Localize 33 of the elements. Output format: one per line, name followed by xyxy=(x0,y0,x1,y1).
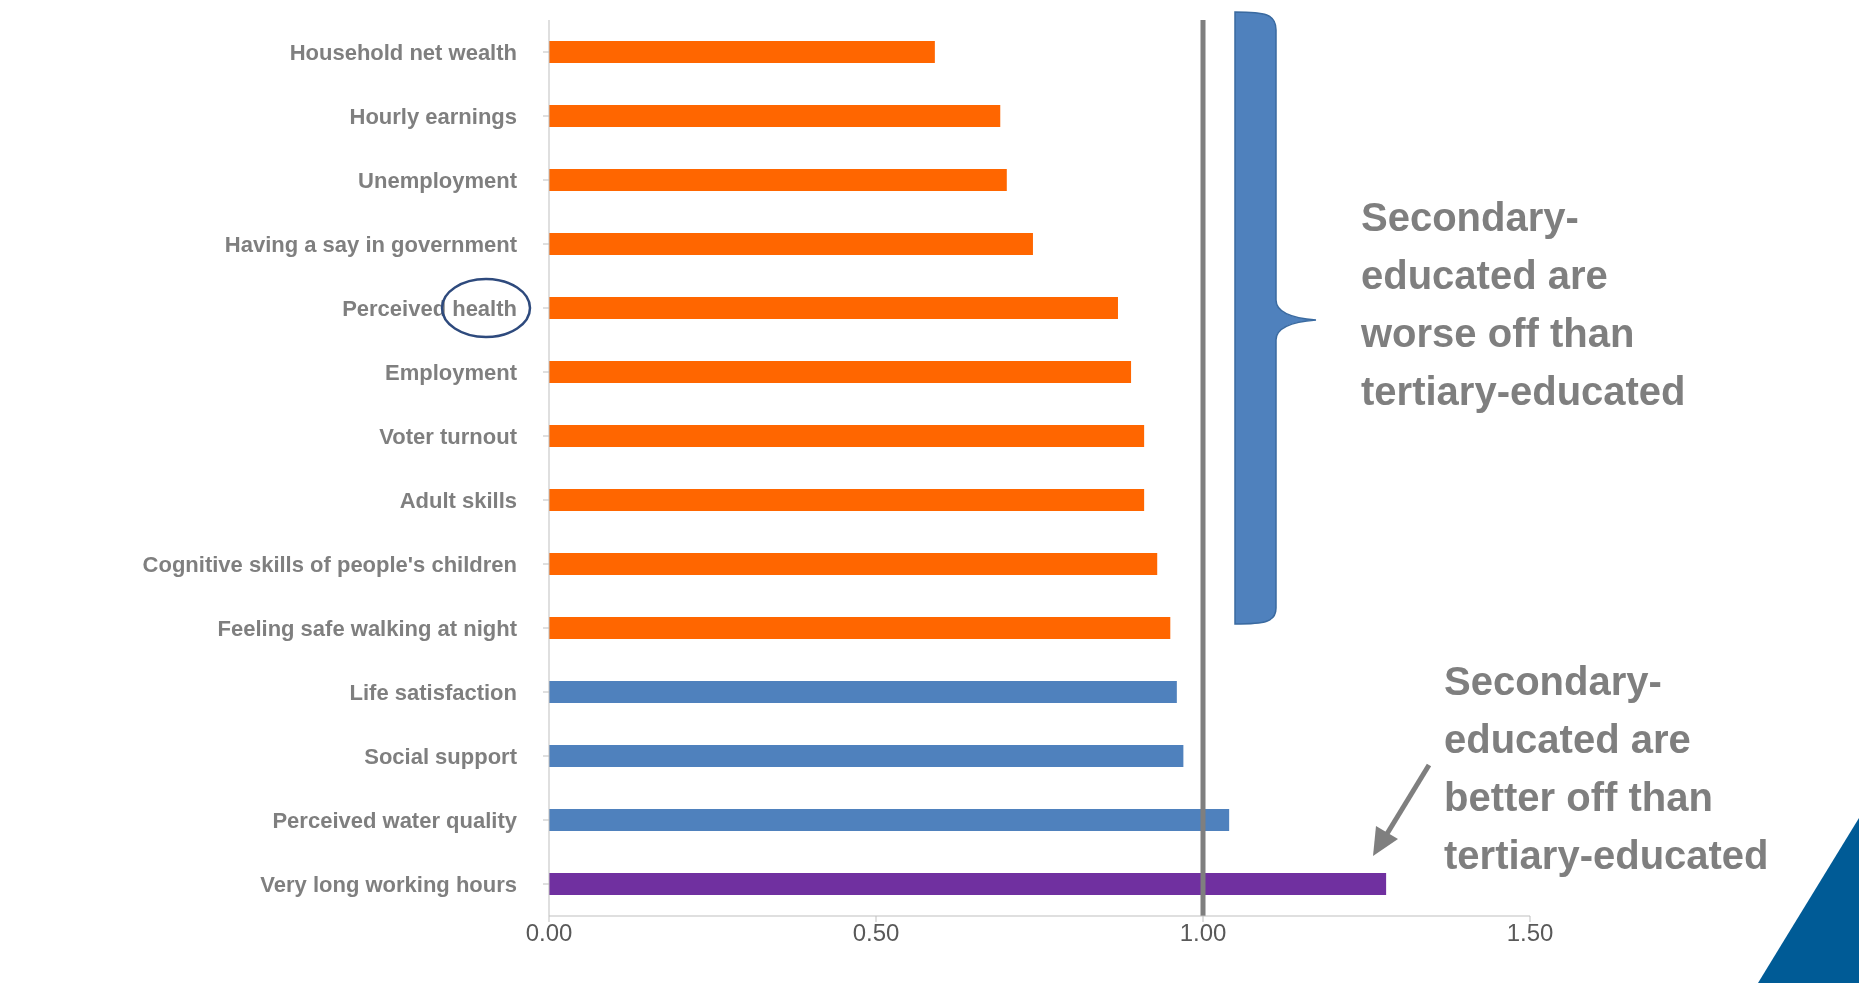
y-tick-label: Household net wealth xyxy=(289,39,517,65)
bar xyxy=(549,489,1145,511)
annotation: Secondary-educated are worse off than tertiary-educated xyxy=(1361,194,1687,415)
y-tick-label: Having a say in government xyxy=(224,231,518,257)
y-tick-label: Social support xyxy=(364,743,518,769)
y-tick-label: Hourly earnings xyxy=(349,103,517,129)
bar xyxy=(549,809,1230,831)
x-tick-label: 1.00 xyxy=(1179,919,1227,947)
y-tick-label: Life satisfaction xyxy=(349,679,517,705)
y-tick-label: Voter turnout xyxy=(379,423,518,449)
bar xyxy=(549,553,1158,575)
y-tick-label: Unemployment xyxy=(358,167,518,193)
bar xyxy=(549,617,1171,639)
bar xyxy=(549,361,1132,383)
y-tick-label: Cognitive skills of people's children xyxy=(142,551,517,577)
annotation: Secondary-educated are better off than tertiary-educated xyxy=(1444,658,1770,879)
bar xyxy=(549,105,1001,127)
x-tick-label: 0.00 xyxy=(525,919,573,947)
bar xyxy=(549,873,1387,895)
bar xyxy=(549,425,1145,447)
bar xyxy=(549,233,1033,255)
y-tick-label: Feeling safe walking at night xyxy=(217,615,518,641)
bar xyxy=(549,169,1007,191)
bar xyxy=(549,297,1118,319)
bar xyxy=(549,745,1184,767)
y-tick-label: Employment xyxy=(384,359,518,385)
x-tick-label: 1.50 xyxy=(1506,919,1554,947)
y-tick-label: Adult skills xyxy=(399,487,517,513)
bar xyxy=(549,41,935,63)
x-tick-label: 0.50 xyxy=(852,919,900,947)
y-tick-label: Very long working hours xyxy=(260,871,517,897)
y-tick-label: Perceived water quality xyxy=(272,807,518,833)
bar xyxy=(549,681,1177,703)
